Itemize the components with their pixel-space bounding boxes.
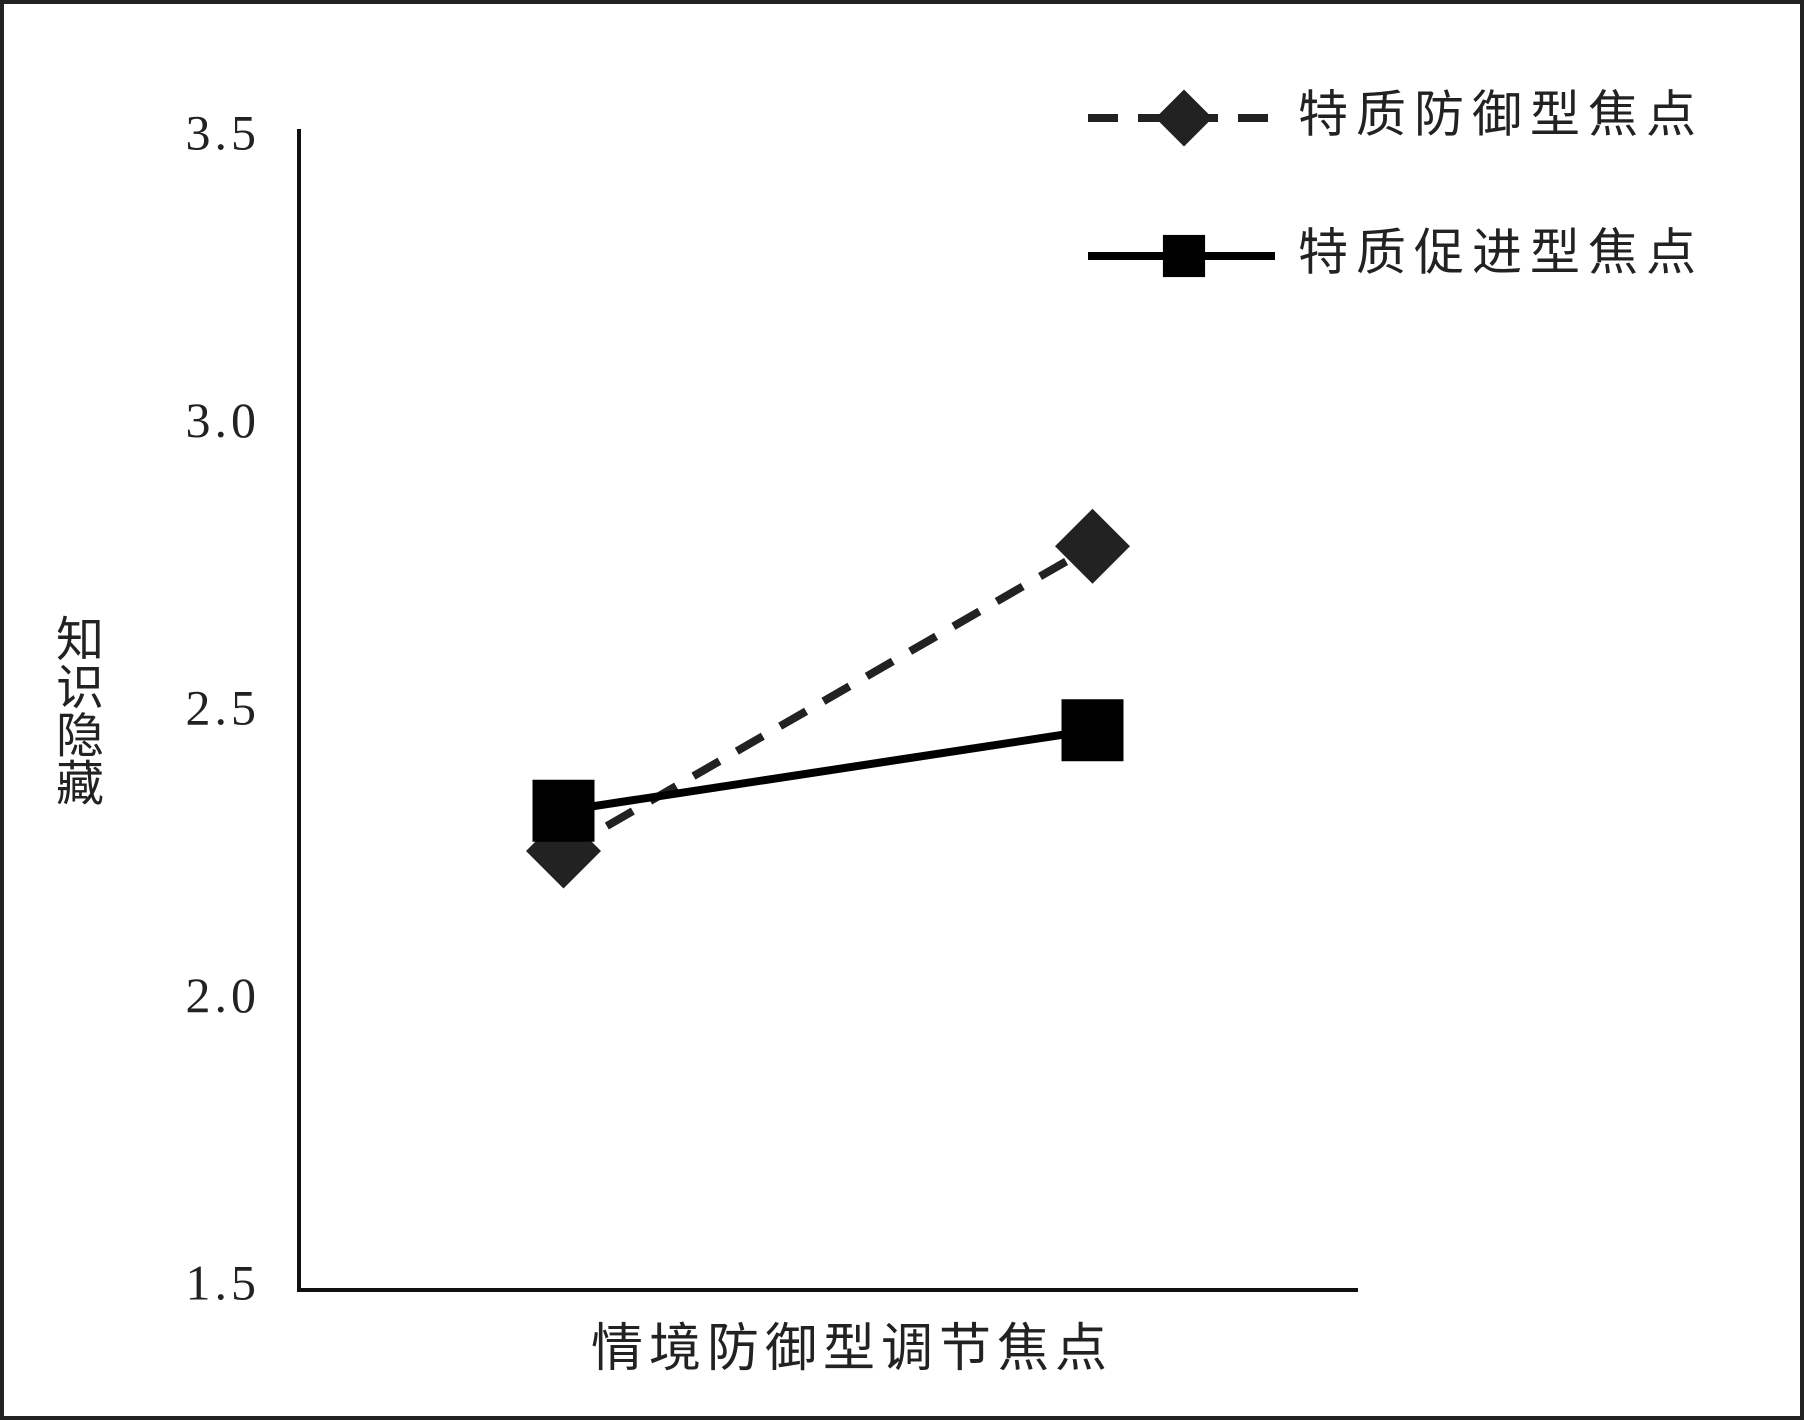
y-tick-label: 3.0 [186, 392, 261, 448]
y-tick-label: 3.5 [186, 104, 261, 160]
marker [1162, 234, 1206, 278]
y-axis-label: 知识隐藏 [47, 614, 103, 806]
series-line [562, 726, 1094, 815]
legend-label: 特质防御型焦点 [1298, 86, 1704, 144]
marker [1155, 89, 1213, 147]
y-tick-label: 2.5 [186, 679, 261, 735]
x-axis-label: 情境防御型调节焦点 [591, 1319, 1113, 1379]
y-tick-label: 1.5 [186, 1254, 261, 1310]
marker [1055, 508, 1130, 584]
legend-label: 特质促进型焦点 [1298, 224, 1704, 282]
y-tick-label: 2.0 [186, 967, 261, 1023]
marker [532, 779, 595, 842]
marker [1061, 699, 1124, 762]
